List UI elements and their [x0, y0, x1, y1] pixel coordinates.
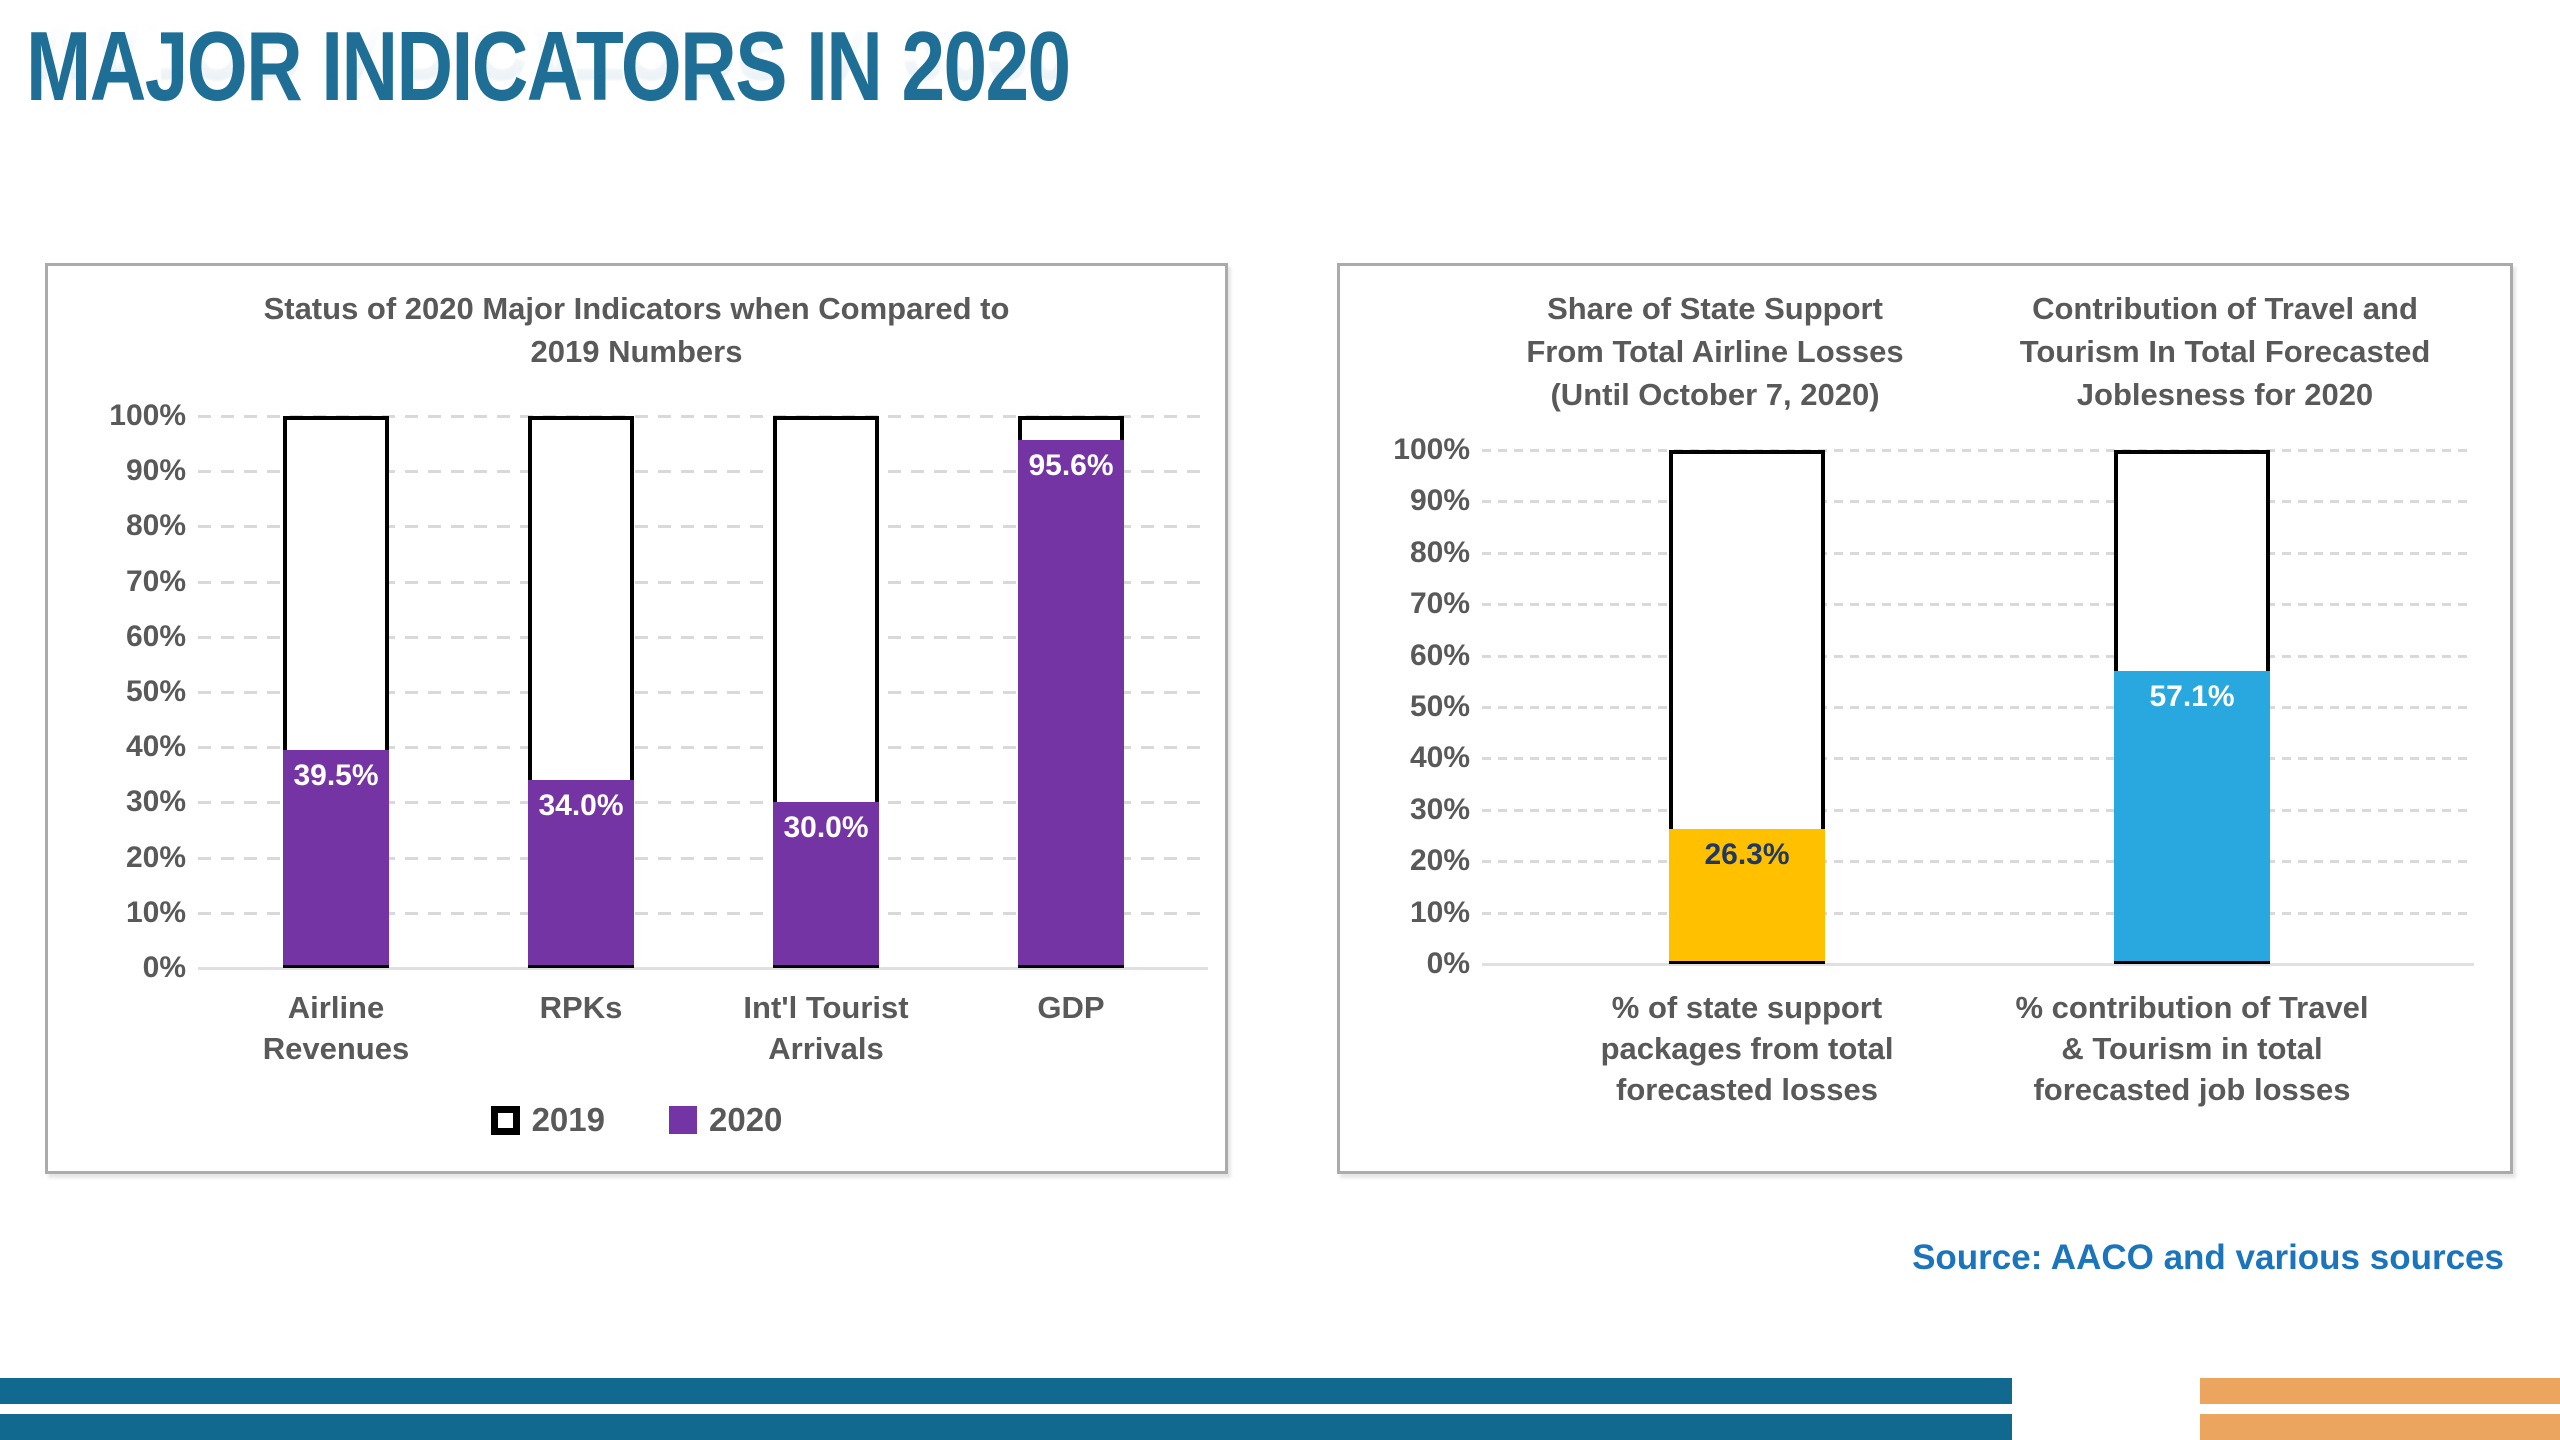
decorative-stripe-orange-top [2200, 1378, 2560, 1404]
gridline [1482, 551, 2474, 555]
gridline [198, 470, 1208, 474]
left-chart-panel: Status of 2020 Major Indicators when Com… [45, 263, 1228, 1174]
y-axis-tick-label: 80% [1409, 535, 1470, 569]
gridline [198, 967, 1208, 970]
gridline [1482, 449, 2474, 452]
y-axis-tick-label: 40% [125, 730, 186, 764]
gridline [1482, 757, 2474, 761]
left-chart-title: Status of 2020 Major Indicators when Com… [263, 291, 1010, 369]
y-axis-tick-label: 100% [1393, 433, 1470, 466]
y-axis-tick-label: 80% [125, 509, 186, 543]
bar-2020-rpks [528, 780, 634, 965]
y-axis-tick-label: 60% [1409, 638, 1470, 672]
gridline [1482, 706, 2474, 709]
y-axis-tick-label: 30% [1409, 792, 1470, 826]
bar-state-support [1669, 828, 1825, 961]
category-label: Int'l Tourist Arrivals [743, 990, 909, 1066]
y-axis-tick-label: 60% [125, 619, 186, 653]
bar-2020-intl-tourist-arrivals [773, 802, 879, 965]
gridline [198, 746, 1208, 750]
right-chart-panel: Share of State Support From Total Airline… [1337, 263, 2513, 1174]
category-label: % contribution of Travel & Tourism in tot… [2015, 990, 2369, 1107]
y-axis-tick-label: 90% [125, 454, 186, 488]
state-support-chart-title: Share of State Support From Total Airline… [1526, 291, 1904, 412]
bar-2020-gdp [1018, 440, 1124, 965]
bar-value-label: 26.3% [1704, 837, 1790, 871]
legend-label-2019: 2019 [531, 1101, 605, 1138]
y-axis-tick-label: 90% [1409, 484, 1470, 518]
bar-value-label: 57.1% [2149, 679, 2235, 713]
gridline [1482, 500, 2474, 504]
y-axis-tick-label: 70% [125, 564, 186, 598]
legend-item-2019: 2019 [490, 1101, 605, 1139]
gridline [1482, 963, 2474, 966]
category-label: GDP [1037, 990, 1105, 1025]
source-text: Source: AACO and various sources [1912, 1238, 2504, 1277]
legend-swatch-2019 [490, 1105, 520, 1135]
gridline [198, 801, 1208, 805]
gridline [198, 525, 1208, 529]
legend-item-2020: 2020 [669, 1101, 782, 1139]
category-label: % of state support packages from total for… [1600, 990, 1894, 1107]
y-axis-tick-label: 20% [1409, 844, 1470, 878]
decorative-stripe-teal-bottom [0, 1414, 2012, 1440]
category-label: Airline Revenues [262, 990, 410, 1066]
bar-value-label: 30.0% [783, 811, 869, 845]
y-axis-tick-label: 70% [1409, 587, 1470, 621]
y-axis-tick-label: 30% [125, 785, 186, 819]
y-axis-tick-label: 0% [1426, 947, 1470, 980]
gridline [198, 856, 1208, 860]
gridline [1482, 911, 2474, 915]
y-axis-tick-label: 20% [125, 840, 186, 874]
gridline [198, 580, 1208, 584]
decorative-stripe-teal-top [0, 1378, 2012, 1404]
bar-value-label: 34.0% [538, 789, 624, 823]
y-axis-tick-label: 40% [1409, 741, 1470, 775]
gridline [198, 911, 1208, 915]
y-axis-tick-label: 100% [109, 399, 186, 432]
bar-2020-airline-revenues [283, 749, 389, 965]
gridline [1482, 860, 2474, 864]
gridline [1482, 603, 2474, 607]
legend: 2019 2020 [48, 1101, 1225, 1139]
category-label: RPKs [539, 990, 623, 1025]
gridline [1482, 654, 2474, 658]
travel-tourism-chart-title: Contribution of Travel and Tourism In Tot… [2019, 291, 2431, 412]
gridline [1482, 808, 2474, 812]
gridline [198, 415, 1208, 418]
gridline [198, 691, 1208, 694]
bar-value-label: 39.5% [293, 758, 379, 792]
legend-swatch-2020 [669, 1106, 697, 1134]
decorative-stripe-orange-bottom [2200, 1414, 2560, 1440]
y-axis-tick-label: 10% [125, 895, 186, 929]
page-title: MAJOR INDICATORS IN 2020 [26, 11, 1071, 121]
y-axis-tick-label: 50% [125, 675, 186, 708]
y-axis-tick-label: 50% [1409, 690, 1470, 723]
legend-label-2020: 2020 [709, 1101, 783, 1138]
bar-travel-tourism-joblessness [2114, 670, 2270, 961]
gridline [198, 635, 1208, 639]
page-title-reflection: MAJOR INDICATORS IN 2020 [26, 0, 1070, 101]
bar-value-label: 95.6% [1028, 449, 1114, 483]
y-axis-tick-label: 10% [1409, 895, 1470, 929]
y-axis-tick-label: 0% [142, 951, 186, 984]
